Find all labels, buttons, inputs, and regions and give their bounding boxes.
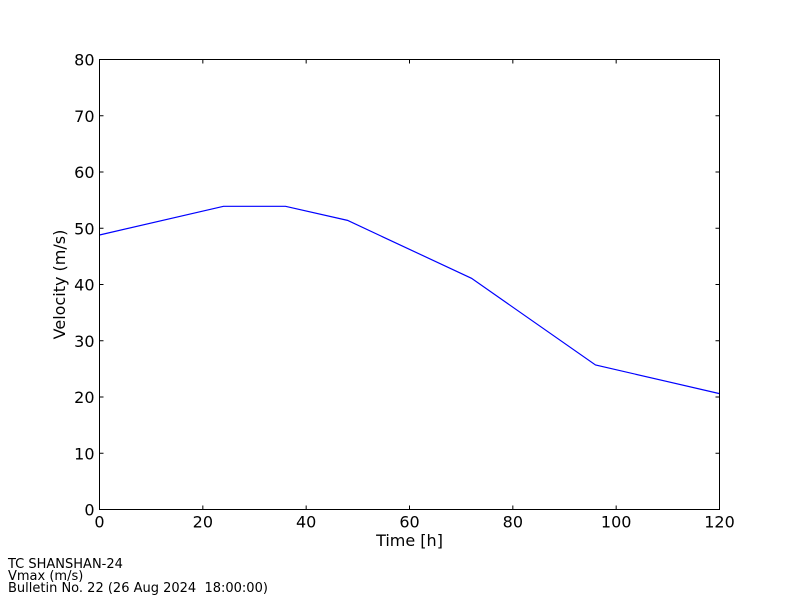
x-tick-label: 80: [503, 513, 523, 532]
y-tick-label: 0: [84, 501, 94, 520]
ticks-group: 0 20 40 60 80 100 120 0 10 20 30 40 50 60 70 80: [74, 51, 735, 532]
footer-line-2: Vmax (m/s): [8, 569, 84, 584]
series-line: [99, 205, 720, 395]
y-tick-label: 60: [74, 163, 94, 182]
y-axis-label: Velocity (m/s): [50, 230, 69, 340]
y-tick-label: 80: [74, 51, 94, 70]
x-tick-label: 20: [193, 513, 213, 532]
footer-line-3: Bulletin No. 22 (26 Aug 2024 18:00:00): [8, 581, 268, 596]
series-group: [99, 205, 720, 395]
y-tick-label: 50: [74, 219, 94, 238]
plot-frame: [99, 59, 720, 510]
x-tick-label: 40: [296, 513, 316, 532]
x-tick-label: 100: [601, 513, 632, 532]
y-tick-label: 20: [74, 388, 94, 407]
y-tick-label: 40: [74, 276, 94, 295]
y-tick-label: 10: [74, 444, 94, 463]
footer-line-1: TC SHANSHAN-24: [8, 557, 123, 572]
x-tick-label: 60: [399, 513, 419, 532]
y-tick-label: 70: [74, 107, 94, 126]
x-tick-label: 120: [704, 513, 735, 532]
plot-area: [99, 59, 720, 510]
x-tick-label: 0: [94, 513, 104, 532]
y-tick-label: 30: [74, 332, 94, 351]
x-axis-label: Time [h]: [375, 531, 443, 550]
